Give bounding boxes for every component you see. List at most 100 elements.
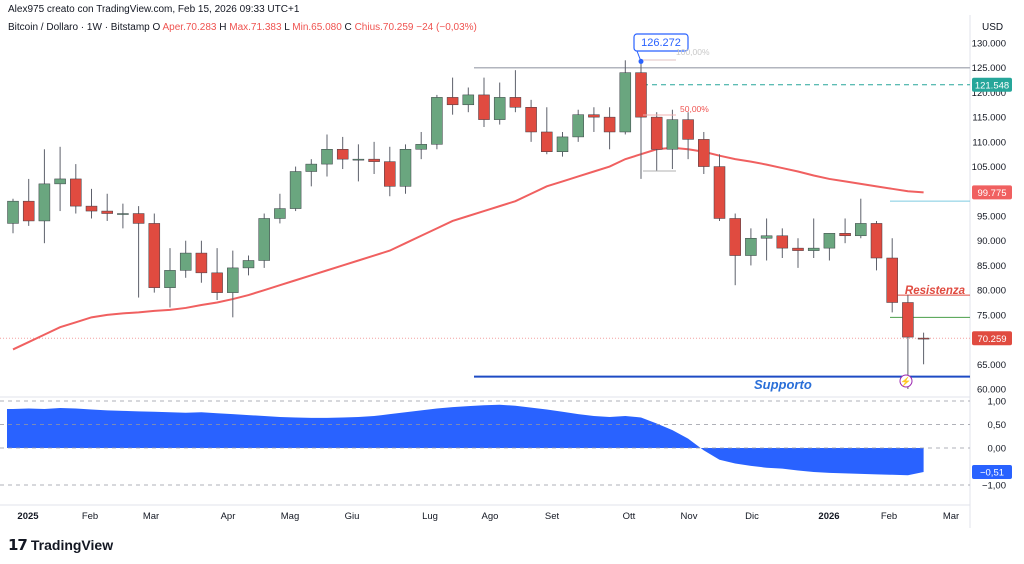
candle-body	[54, 178, 66, 185]
x-tick-label: Mar	[143, 511, 159, 522]
y-tick-label: 105.000	[972, 162, 1006, 173]
candle-body	[525, 107, 537, 133]
candle-body	[336, 149, 349, 160]
candle-body	[368, 158, 380, 162]
price-label-box	[972, 185, 1012, 200]
symbol-legend: Bitcoin / Dollaro · 1W · Bitstamp O Aper…	[8, 22, 477, 33]
currency-label: USD	[982, 22, 1004, 33]
y-tick-label: 115.000	[972, 113, 1006, 124]
price-label-text: 70.259	[977, 334, 1006, 345]
candle-body	[541, 131, 553, 152]
candle-body	[289, 171, 302, 209]
open-label: O	[152, 22, 161, 33]
y-tick-label: 85.000	[977, 261, 1006, 272]
candle-body	[635, 72, 647, 118]
price-chart[interactable]: 130.000 125.000 120.000 115.000 110.000 105.0…	[0, 0, 1024, 530]
low-label: L	[284, 22, 290, 33]
open-value: Aper.70.283	[162, 22, 217, 33]
candle-body	[211, 272, 223, 293]
candle-body	[242, 260, 255, 269]
candle-body	[38, 183, 51, 222]
candle-body	[195, 252, 208, 274]
high-value: Max.71.383	[229, 22, 282, 33]
y-tick-label: 125.000	[972, 63, 1006, 74]
oscillator-tick-label: 1,00	[988, 397, 1007, 408]
candle-body	[619, 72, 632, 133]
resistance-label: Resistenza	[905, 285, 966, 297]
candle-body	[855, 223, 867, 237]
symbol-name: Bitcoin / Dollaro · 1W · Bitstamp	[8, 22, 150, 33]
y-tick-label: 90.000	[977, 236, 1006, 247]
candle-body	[870, 223, 883, 259]
tradingview-wordmark: TradingView	[30, 537, 114, 553]
x-tick-label: Dic	[745, 511, 759, 522]
chart-attribution: Alex975 creato con TradingView.com, Feb …	[8, 4, 300, 15]
candle-body	[227, 267, 239, 293]
candle-body	[446, 97, 459, 106]
candle-body	[603, 116, 616, 133]
candle-body	[321, 149, 333, 165]
candle-body	[179, 252, 192, 271]
oscillator-area	[7, 404, 924, 476]
close-value: Chius.70.259	[354, 22, 414, 33]
candle-body	[132, 213, 145, 224]
candle-body	[431, 97, 443, 145]
candle-body	[274, 208, 286, 219]
candle-body	[7, 200, 19, 224]
x-tick-label: Mar	[943, 511, 959, 522]
price-label-box	[972, 331, 1012, 346]
candle-body	[682, 119, 694, 140]
x-tick-label: Apr	[221, 511, 236, 522]
y-tick-label: 75.000	[977, 310, 1006, 321]
candle-body	[745, 237, 757, 256]
x-tick-label: Nov	[681, 511, 698, 522]
oscillator-tick-label: 0,00	[988, 444, 1007, 455]
candle-body	[823, 233, 836, 249]
candle-body	[807, 247, 820, 251]
candle-body	[101, 210, 113, 214]
tradingview-mark-icon: 𝟭𝟳	[8, 537, 28, 554]
x-tick-label: 2025	[17, 511, 39, 522]
candle-body	[85, 205, 98, 212]
candle-body	[917, 337, 930, 340]
candle-body	[305, 163, 318, 172]
price-label-text: 99.775	[977, 188, 1006, 199]
candle-body	[415, 144, 427, 150]
candle-body	[478, 94, 490, 120]
oscillator-tick-label: −1,00	[982, 481, 1006, 492]
lightning-icon: ⚡	[900, 376, 911, 388]
fib-50-label: 50,00%	[680, 104, 709, 114]
candle-body	[776, 235, 789, 249]
candle-body	[650, 116, 663, 150]
candle-body	[384, 161, 396, 187]
candle-body	[22, 200, 35, 222]
oscillator-tick-label: 0,50	[988, 420, 1007, 431]
high-point-marker	[638, 58, 644, 64]
x-tick-label: Feb	[82, 511, 98, 522]
tradingview-logo: 𝟭𝟳 TradingView	[8, 536, 113, 554]
candle-body	[792, 247, 804, 251]
candle-body	[886, 257, 898, 303]
y-tick-label: 65.000	[977, 360, 1006, 371]
price-label-box	[972, 77, 1012, 92]
candle-body	[556, 136, 569, 152]
y-tick-label: 110.000	[972, 137, 1006, 148]
candle-body	[352, 158, 365, 161]
x-tick-label: Set	[545, 511, 560, 522]
change-value: −24 (−0,03%)	[416, 22, 477, 33]
x-tick-label: Ott	[623, 511, 636, 522]
support-label: Supporto	[754, 377, 812, 392]
candle-body	[713, 166, 726, 219]
candle-body	[493, 97, 506, 120]
low-value: Min.65.080	[292, 22, 342, 33]
x-tick-label: 2026	[818, 511, 839, 522]
candle-body	[258, 218, 270, 261]
price-label-text: 121.548	[975, 80, 1009, 91]
candle-body	[666, 119, 679, 150]
y-tick-label: 80.000	[977, 286, 1006, 297]
x-tick-label: Giu	[345, 511, 360, 522]
y-tick-label: 60.000	[977, 385, 1006, 396]
candle-body	[509, 97, 522, 108]
y-tick-label: 120.000	[972, 88, 1006, 99]
y-tick-label: 95.000	[977, 212, 1006, 223]
